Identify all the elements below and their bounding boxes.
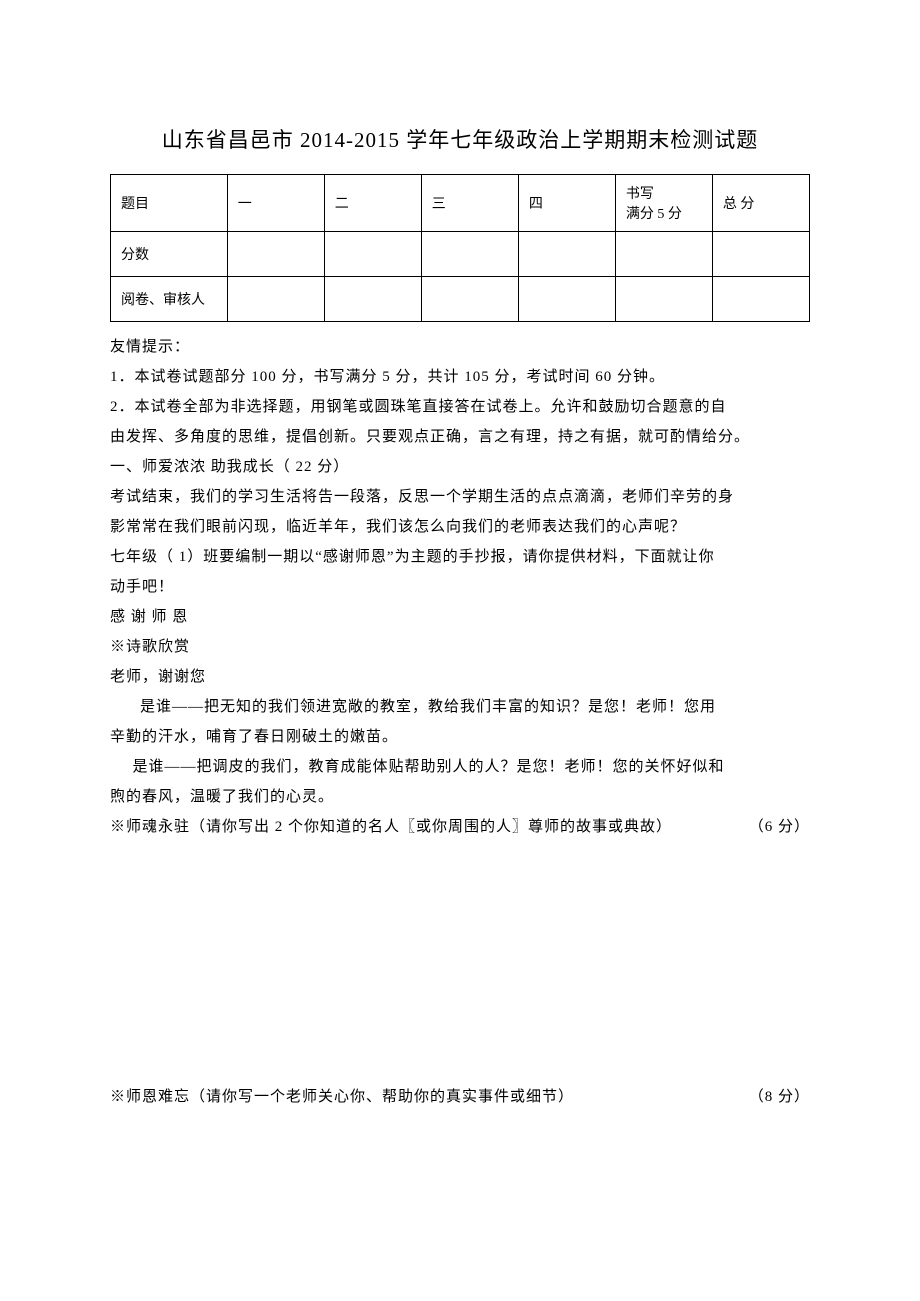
table-row-score: 分数: [111, 232, 810, 277]
table-header-col2: 二: [324, 175, 421, 232]
table-cell: [712, 232, 809, 277]
table-cell: [324, 232, 421, 277]
poem-line: 煦的春风，温暖了我们的心灵。: [110, 782, 810, 812]
table-header-col3: 三: [421, 175, 518, 232]
question-2-points: （8 分）: [749, 1082, 810, 1112]
table-header-writing-line2: 满分 5 分: [626, 207, 682, 222]
table-row-reviewer: 阅卷、审核人: [111, 277, 810, 322]
score-table: 题目 一 二 三 四 书写 满分 5 分 总 分 分数 阅卷、审核人: [110, 174, 810, 322]
table-reviewer-label: 阅卷、审核人: [111, 277, 228, 322]
question-1: ※师魂永驻（请你写出 2 个你知道的名人〖或你周围的人〗尊师的故事或典故） （6…: [110, 812, 810, 842]
table-cell: [227, 277, 324, 322]
paragraph-line: 七年级（ 1）班要编制一期以“感谢师恩”为主题的手抄报，请你提供材料，下面就让你: [110, 542, 810, 572]
question-1-points: （6 分）: [749, 812, 810, 842]
poem-line: 是谁——把调皮的我们，教育成能体贴帮助别人的人？是您！老师！您的关怀好似和: [110, 752, 810, 782]
question-2-text: ※师恩难忘（请你写一个老师关心你、帮助你的真实事件或细节）: [110, 1082, 574, 1112]
table-cell: [421, 277, 518, 322]
table-header-writing-line1: 书写: [626, 187, 654, 202]
tip-line-3: 由发挥、多角度的思维，提倡创新。只要观点正确，言之有理，持之有据，就可酌情给分。: [110, 422, 810, 452]
table-header-total: 总 分: [712, 175, 809, 232]
table-header-col4: 四: [518, 175, 615, 232]
subheading-gratitude: 感 谢 师 恩: [110, 602, 810, 632]
poem-line: 辛勤的汗水，哺育了春日刚破土的嫩苗。: [110, 722, 810, 752]
table-header-item: 题目: [111, 175, 228, 232]
table-cell: [615, 232, 712, 277]
table-header-col1: 一: [227, 175, 324, 232]
table-cell: [324, 277, 421, 322]
table-cell: [518, 277, 615, 322]
subheading-poem: ※诗歌欣赏: [110, 632, 810, 662]
table-cell: [615, 277, 712, 322]
tip-label: 友情提示：: [110, 332, 810, 362]
table-cell: [712, 277, 809, 322]
table-cell: [421, 232, 518, 277]
paragraph-line: 动手吧！: [110, 572, 810, 602]
answer-space-1: [110, 842, 810, 1082]
paragraph-line: 影常常在我们眼前闪现，临近羊年，我们该怎么向我们的老师表达我们的心声呢？: [110, 512, 810, 542]
table-cell: [227, 232, 324, 277]
exam-page: 山东省昌邑市 2014-2015 学年七年级政治上学期期末检测试题 题目 一 二…: [0, 0, 920, 1172]
question-1-text: ※师魂永驻（请你写出 2 个你知道的名人〖或你周围的人〗尊师的故事或典故）: [110, 812, 672, 842]
poem-line: 是谁——把无知的我们领进宽敞的教室，教给我们丰富的知识？是您！老师！您用: [110, 692, 810, 722]
tip-line-2: 2．本试卷全部为非选择题，用钢笔或圆珠笔直接答在试卷上。允许和鼓励切合题意的自: [110, 392, 810, 422]
table-cell: [518, 232, 615, 277]
exam-title: 山东省昌邑市 2014-2015 学年七年级政治上学期期末检测试题: [110, 124, 810, 154]
tip-line-1: 1．本试卷试题部分 100 分，书写满分 5 分，共计 105 分，考试时间 6…: [110, 362, 810, 392]
paragraph-line: 考试结束，我们的学习生活将告一段落，反思一个学期生活的点点滴滴，老师们辛劳的身: [110, 482, 810, 512]
question-2: ※师恩难忘（请你写一个老师关心你、帮助你的真实事件或细节） （8 分）: [110, 1082, 810, 1112]
poem-line: 老师，谢谢您: [110, 662, 810, 692]
section-1-heading: 一、师爱浓浓 助我成长（ 22 分）: [110, 452, 810, 482]
table-score-label: 分数: [111, 232, 228, 277]
table-header-writing: 书写 满分 5 分: [615, 175, 712, 232]
table-row-header: 题目 一 二 三 四 书写 满分 5 分 总 分: [111, 175, 810, 232]
